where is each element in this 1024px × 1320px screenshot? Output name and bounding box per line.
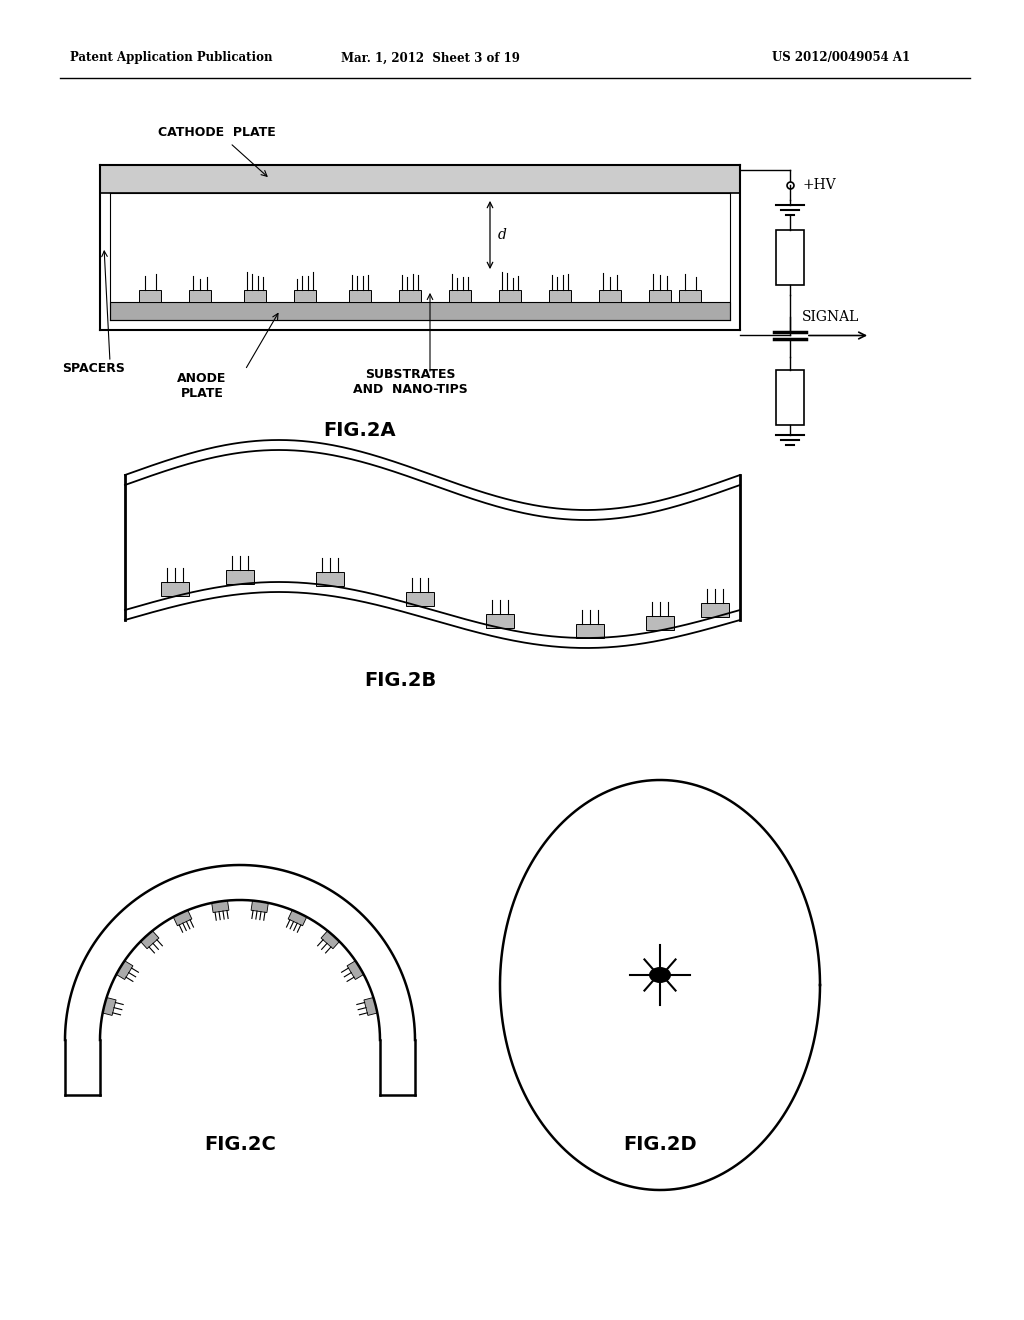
- Ellipse shape: [649, 968, 671, 983]
- Text: ANODE
PLATE: ANODE PLATE: [177, 372, 226, 400]
- Text: SUBSTRATES
AND  NANO-TIPS: SUBSTRATES AND NANO-TIPS: [352, 368, 467, 396]
- Bar: [189, 290, 211, 302]
- Text: d: d: [498, 228, 507, 242]
- Bar: [349, 290, 371, 302]
- Text: FIG.2D: FIG.2D: [624, 1135, 696, 1155]
- Text: SIGNAL: SIGNAL: [802, 310, 859, 323]
- Bar: [776, 230, 804, 285]
- Bar: [701, 603, 729, 616]
- Bar: [139, 290, 161, 302]
- Bar: [294, 290, 316, 302]
- Text: FIG.2A: FIG.2A: [324, 421, 396, 440]
- Bar: [679, 290, 701, 302]
- Text: FIG.2B: FIG.2B: [364, 671, 436, 689]
- Text: Mar. 1, 2012  Sheet 3 of 19: Mar. 1, 2012 Sheet 3 of 19: [341, 51, 519, 65]
- Bar: [100, 165, 740, 193]
- Bar: [649, 290, 671, 302]
- Polygon shape: [102, 998, 116, 1015]
- Polygon shape: [116, 961, 133, 979]
- Polygon shape: [173, 909, 191, 925]
- Text: FIG.2C: FIG.2C: [204, 1135, 275, 1155]
- Text: Patent Application Publication: Patent Application Publication: [70, 51, 272, 65]
- Polygon shape: [347, 961, 364, 979]
- Bar: [244, 290, 266, 302]
- Bar: [776, 370, 804, 425]
- Polygon shape: [212, 900, 229, 912]
- Bar: [646, 616, 674, 631]
- Bar: [406, 593, 434, 606]
- Text: +HV: +HV: [802, 178, 836, 191]
- Bar: [499, 290, 521, 302]
- Bar: [549, 290, 571, 302]
- Polygon shape: [364, 998, 378, 1015]
- Bar: [399, 290, 421, 302]
- Polygon shape: [322, 931, 340, 949]
- Polygon shape: [140, 931, 159, 949]
- Bar: [486, 614, 514, 628]
- Bar: [449, 290, 471, 302]
- Text: US 2012/0049054 A1: US 2012/0049054 A1: [772, 51, 910, 65]
- Bar: [599, 290, 621, 302]
- Bar: [161, 582, 189, 597]
- Text: CATHODE  PLATE: CATHODE PLATE: [158, 127, 275, 140]
- Text: SPACERS: SPACERS: [62, 362, 125, 375]
- Bar: [110, 302, 730, 319]
- Bar: [226, 570, 254, 585]
- Bar: [575, 624, 604, 638]
- Polygon shape: [251, 900, 268, 912]
- Polygon shape: [288, 909, 307, 925]
- Bar: [316, 572, 344, 586]
